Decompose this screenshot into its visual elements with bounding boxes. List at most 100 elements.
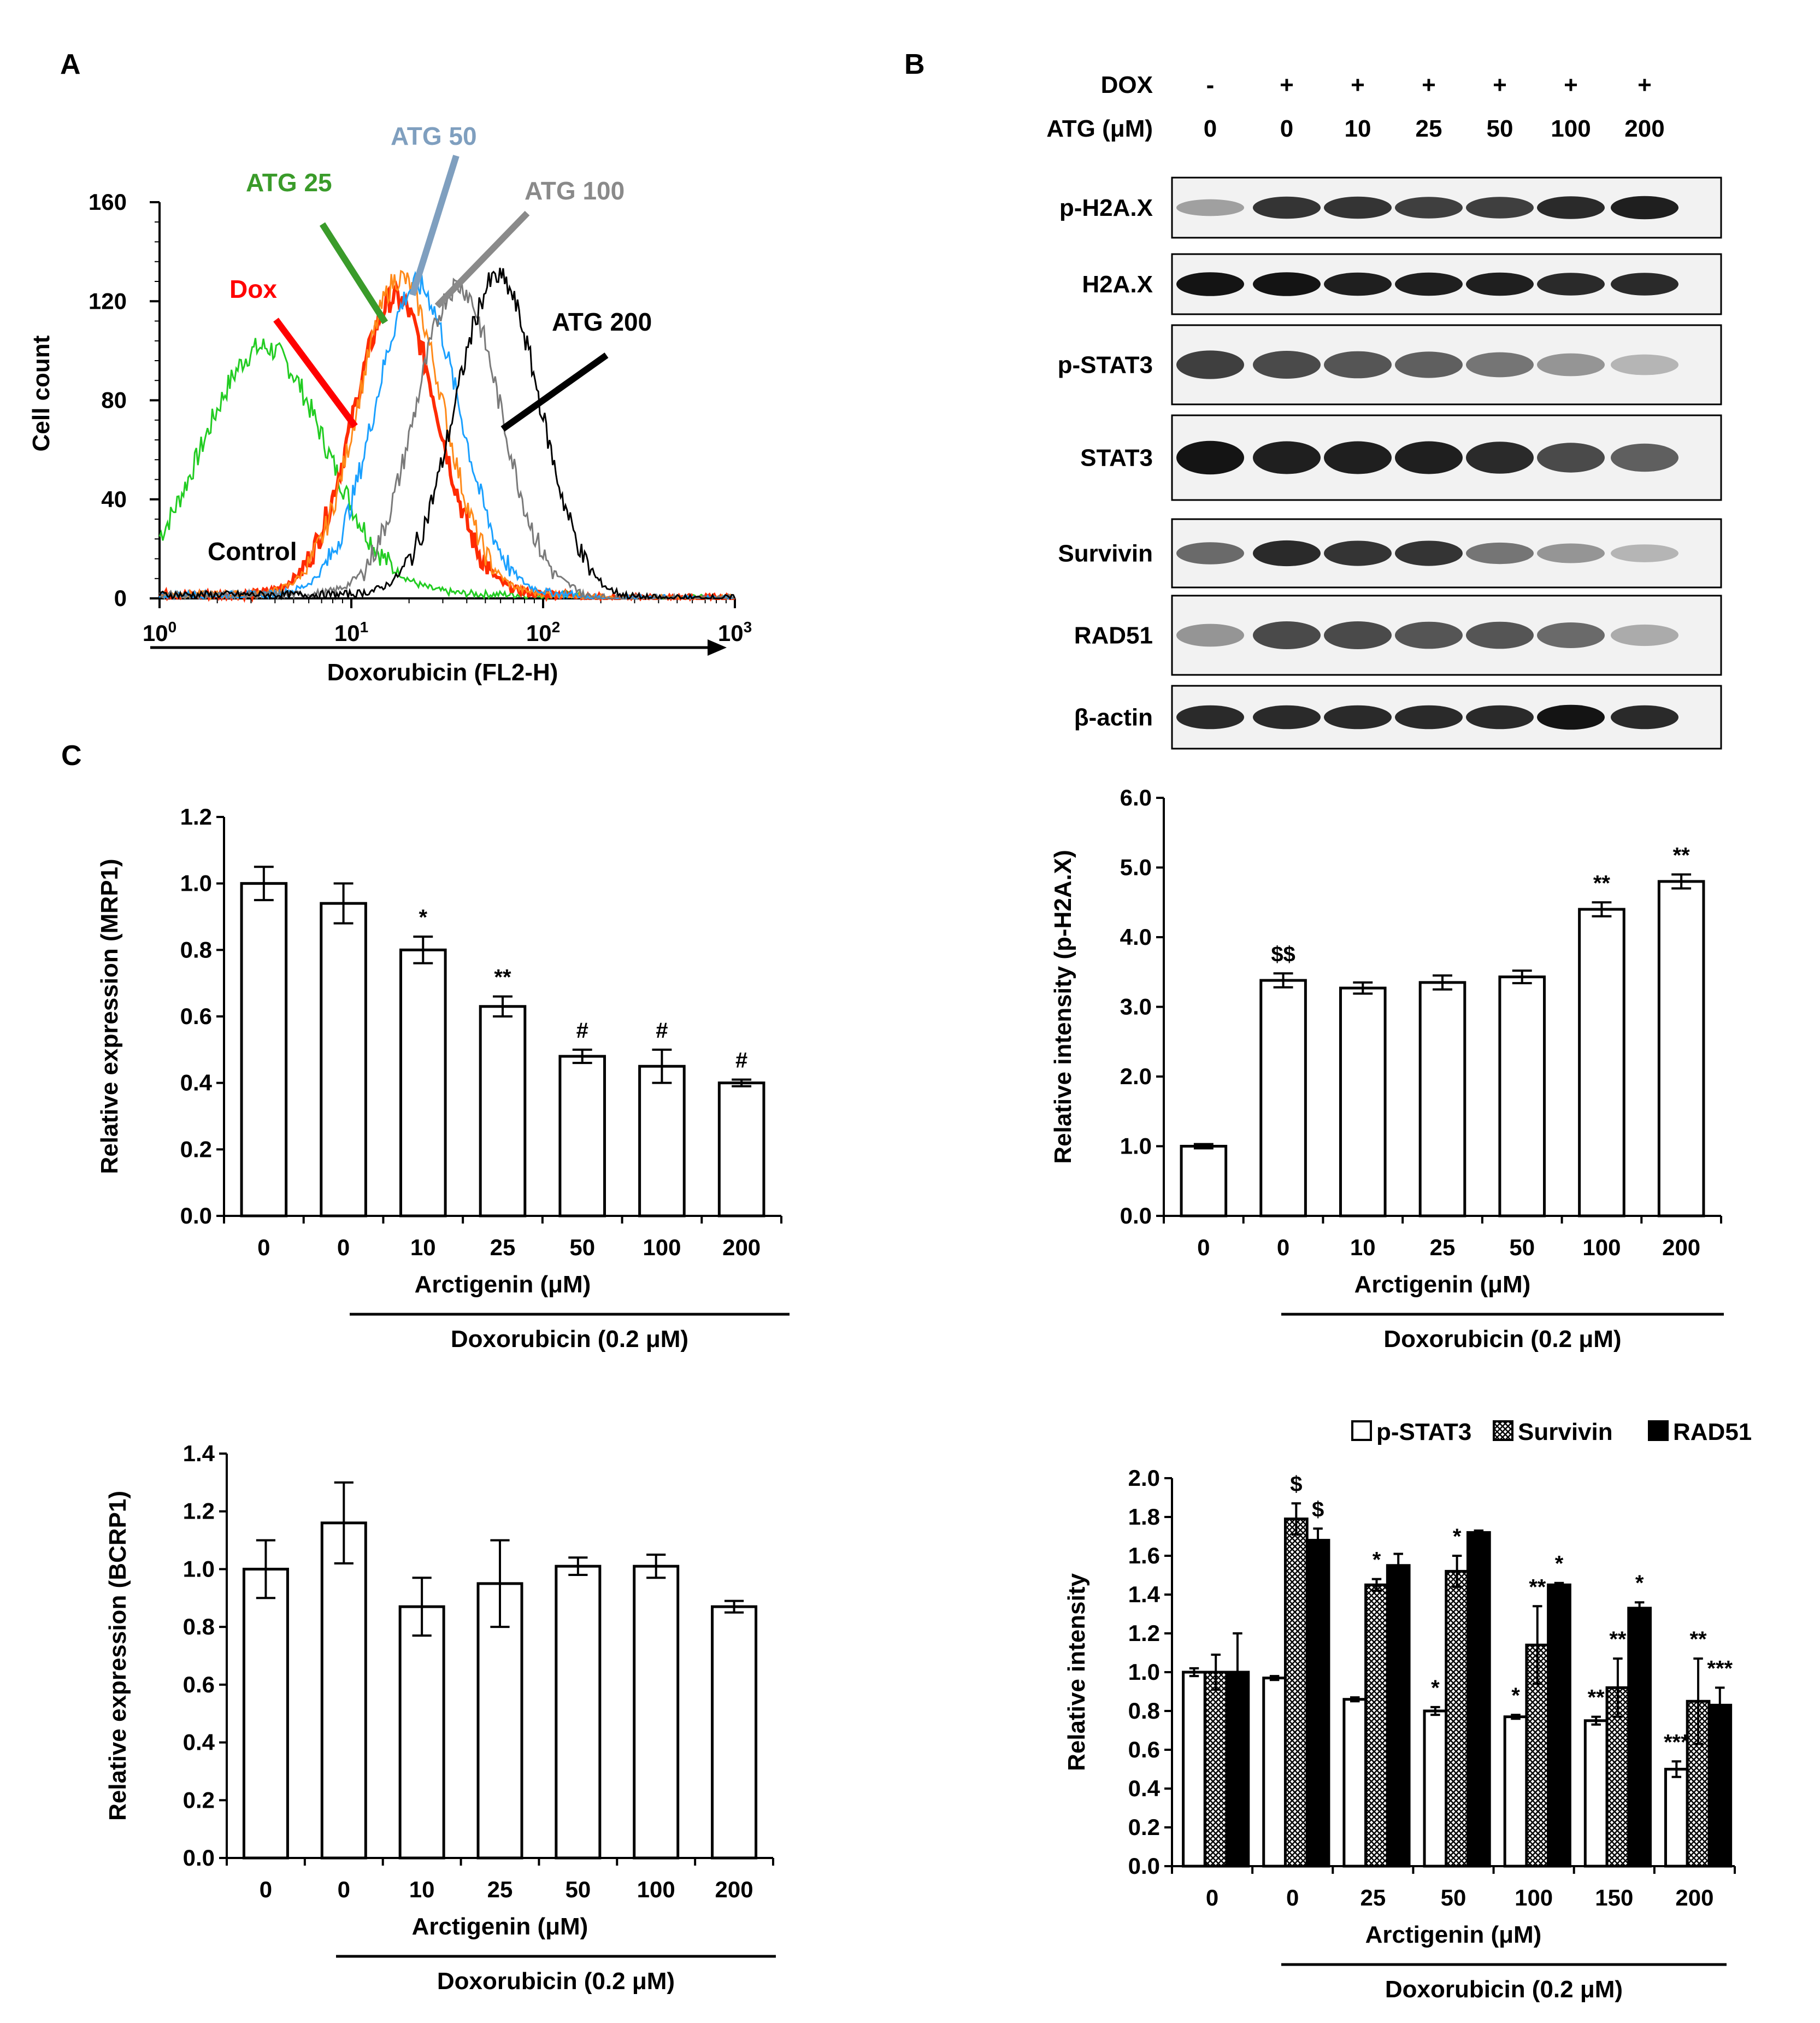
x-tick-label: 50: [565, 1877, 591, 1902]
x-tick-label: 100: [1582, 1234, 1621, 1260]
bar: [476, 1582, 523, 1860]
blot-band: [1176, 199, 1244, 216]
x-tick-label: 10: [409, 1877, 435, 1902]
x-tick-label: 0: [337, 1234, 350, 1260]
x-tick-label: 10: [410, 1234, 436, 1260]
wb-header-value: -: [1206, 72, 1215, 98]
legend-swatch: [1493, 1420, 1513, 1441]
blot-band: [1395, 540, 1463, 566]
blot-band: [1176, 624, 1244, 647]
x-tick-label: 25: [1360, 1885, 1386, 1910]
y-tick-label: 1.4: [1128, 1581, 1161, 1607]
blot-band: [1395, 621, 1463, 649]
bar: [1547, 1583, 1571, 1868]
x-axis-title: Arctigenin (μM): [412, 1913, 588, 1940]
blot-band: [1324, 705, 1392, 730]
x-tick-label: 10: [1350, 1234, 1376, 1260]
panel-label-c: C: [61, 740, 82, 772]
wb-header-value: +: [1564, 72, 1578, 98]
significance-label: *: [1555, 1552, 1564, 1576]
y-tick-label: 0.2: [183, 1787, 215, 1813]
bar: [1182, 1671, 1206, 1868]
y-tick-label: 1.0: [1120, 1133, 1152, 1159]
blot-band: [1466, 442, 1534, 474]
y-tick-label: 6.0: [1120, 785, 1152, 810]
blot-band: [1253, 351, 1321, 379]
bar: [398, 1605, 445, 1860]
y-tick-label: 0: [114, 585, 127, 611]
significance-label: ***: [1664, 1730, 1689, 1754]
blot-label: β-actin: [1074, 704, 1153, 731]
wb-header-label: ATG (μM): [1046, 115, 1153, 142]
bar: [1664, 1768, 1689, 1868]
blot-band: [1466, 272, 1534, 296]
y-tick-label: 4.0: [1120, 924, 1152, 950]
grouped-bar-chart: 0.0 0.2 0.4 0.6 0.8 1.0 1.2 1.4 1.6 1.8 2.0 0 0 25 50 1…: [1063, 1419, 1752, 2003]
significance-label: **: [1588, 1686, 1605, 1710]
curve-label: ATG 200: [552, 308, 652, 336]
y-tick-label: 1.6: [1128, 1543, 1160, 1568]
bar: [1364, 1583, 1389, 1868]
significance-label: **: [1689, 1627, 1707, 1651]
treatment-label: Doxorubicin (0.2 μM): [437, 1968, 675, 1995]
blot-band: [1176, 440, 1244, 475]
blot-band: [1395, 197, 1463, 219]
x-tick-label: 200: [1662, 1234, 1700, 1260]
blot-band: [1253, 705, 1321, 730]
x-tick-exponent: 1: [360, 619, 369, 636]
x-axis-title: Arctigenin (μM): [1365, 1921, 1542, 1948]
wb-header-value: 0: [1204, 115, 1217, 142]
significance-label: *: [1431, 1676, 1440, 1700]
y-axis-title: Cell count: [28, 335, 55, 451]
bar: [320, 1521, 367, 1860]
blot-band: [1176, 705, 1244, 730]
bar: [1498, 975, 1546, 1218]
wb-header-label: DOX: [1101, 72, 1153, 98]
blot-band: [1611, 705, 1678, 730]
y-tick-label: 1.4: [183, 1440, 215, 1466]
legend-label: RAD51: [1673, 1419, 1752, 1445]
bar: [1342, 1698, 1368, 1868]
bar: [1445, 1569, 1469, 1868]
x-tick-label: 0: [260, 1877, 272, 1902]
blot-band: [1466, 542, 1534, 564]
bar: [479, 1005, 527, 1218]
blot-band: [1466, 352, 1534, 378]
blot-band: [1537, 196, 1605, 219]
y-tick-label: 0.8: [180, 937, 212, 962]
blot-band: [1253, 272, 1321, 296]
wb-header-value: +: [1280, 72, 1294, 98]
blot-label: RAD51: [1074, 622, 1153, 649]
y-tick-label: 0.8: [1128, 1698, 1160, 1724]
bcrp1-bar-chart: 0.0 0.2 0.4 0.6 0.8 1.0 1.2 1.4 0 0 10 25 50 100 200 Re…: [104, 1440, 776, 1995]
blot-band: [1395, 441, 1463, 474]
significance-label: **: [1529, 1575, 1546, 1599]
bar: [1283, 1518, 1309, 1868]
wb-header-value: +: [1351, 72, 1365, 98]
wb-header-value: 10: [1345, 115, 1371, 142]
histogram-curve: [158, 267, 736, 601]
mrp1-bar-chart: 0.00.20.40.60.81.01.20 0 10 25 50 100 200***# #…: [96, 804, 790, 1352]
curve-label-pointer: [319, 222, 388, 325]
x-tick-label: 0: [1197, 1234, 1210, 1260]
treatment-label: Doxorubicin (0.2 μM): [451, 1326, 688, 1352]
y-tick-label: 0.4: [183, 1730, 215, 1755]
blot-band: [1395, 272, 1463, 296]
y-tick-label: 2.0: [1120, 1063, 1152, 1089]
wb-header-value: +: [1493, 72, 1507, 98]
bar: [1578, 908, 1625, 1218]
blot-band: [1324, 540, 1392, 566]
blot-band: [1176, 350, 1244, 379]
blot-band: [1611, 273, 1678, 296]
ph2ax-bar-chart: 0.0 1.0 2.0 3.0 4.0 5.0 6.0 0 0 10 25 50 100 200 $$ ** *…: [1050, 785, 1724, 1352]
x-tick-label: 200: [722, 1234, 761, 1260]
x-arrow-head: [708, 639, 727, 656]
y-tick-label: 0.4: [1128, 1775, 1161, 1801]
blot-band: [1324, 351, 1392, 379]
x-tick-label: 0: [1286, 1885, 1299, 1910]
treatment-label: Doxorubicin (0.2 μM): [1383, 1326, 1621, 1352]
blot-label: STAT3: [1080, 445, 1153, 472]
bar: [1583, 1719, 1609, 1868]
bar: [555, 1565, 602, 1860]
